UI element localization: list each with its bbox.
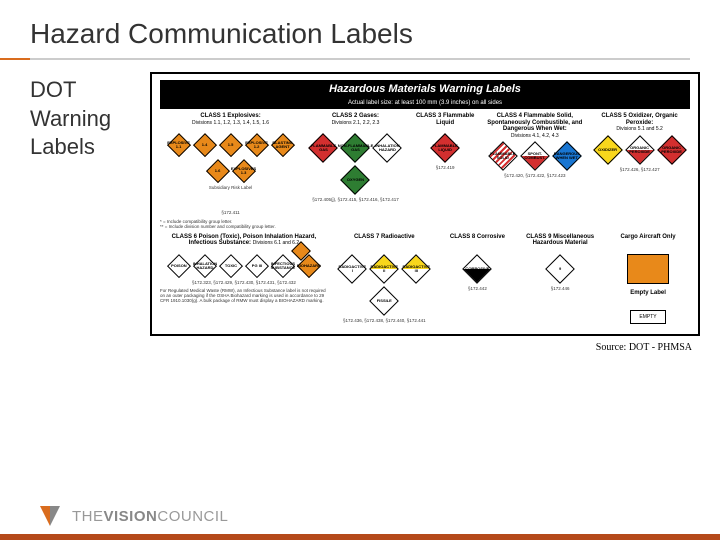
class-5-header: CLASS 5 Oxidizer, Organic Peroxide: Divi… — [589, 113, 690, 133]
class-3-header: CLASS 3 Flammable Liquid — [410, 113, 481, 131]
row1-footnotes: * = Include compatibility group letter. … — [160, 219, 690, 230]
side-label: DOT Warning Labels — [30, 72, 140, 336]
class-8-ref: §172.442 — [441, 286, 514, 291]
class-4-header: CLASS 4 Flammable Solid, Spontaneously C… — [484, 113, 585, 139]
class-4-col: CLASS 4 Flammable Solid, Spontaneously C… — [484, 113, 585, 215]
footer-logo: THEVISIONCOUNCIL — [36, 502, 228, 530]
class-3-placards: FLAMMABLE LIQUID — [410, 133, 481, 163]
chart-main-title: Hazardous Materials Warning Labels — [329, 83, 521, 95]
class-4-placards: FLAMMABLE SOLIDSPONT. COMBUST.DANGEROUS … — [484, 141, 585, 171]
hazmat-placard: 1.5 — [219, 133, 243, 157]
class-1-ref: §172.411 — [160, 210, 301, 215]
side-label-line-1: DOT — [30, 76, 140, 105]
hazmat-placard: 9 — [545, 254, 575, 284]
class-9-ref: §172.446 — [518, 286, 602, 291]
source-attribution: Source: DOT - PHMSA — [0, 336, 720, 353]
class-6-note: For Regulated Medical Waste (RMW), an In… — [160, 288, 328, 303]
class-row-1: CLASS 1 Explosives: Divisions 1.1, 1.2, … — [160, 113, 690, 215]
class-3-ref: §172.419 — [410, 165, 481, 170]
hazmat-placard: NON-FLAMMABLE GAS — [340, 133, 370, 163]
class-6-ref: §172.323, §172.429, §172.430, §172.431, … — [160, 280, 328, 285]
content-row: DOT Warning Labels Hazardous Materials W… — [0, 60, 720, 336]
class-2-col: CLASS 2 Gases: Divisions 2.1, 2.2, 2.3 F… — [305, 113, 406, 215]
logo-mark-icon — [36, 502, 64, 530]
hazmat-placard: EXPLOSIVES 1.3 — [232, 159, 256, 183]
logo-text: THEVISIONCOUNCIL — [72, 508, 228, 525]
class-5-ref: §172.426, §172.427 — [589, 167, 690, 172]
cargo-col: Cargo Aircraft Only Empty Label EMPTY — [606, 234, 690, 326]
class-2-placards: FLAMMABLE GASNON-FLAMMABLE GASINHALATION… — [305, 133, 406, 195]
side-label-line-2: Warning — [30, 105, 140, 134]
hazmat-placard: OXYGEN — [340, 165, 370, 195]
class-7-header: CLASS 7 Radioactive — [332, 234, 437, 252]
side-label-line-3: Labels — [30, 133, 140, 162]
hazmat-placard: 1.6 — [206, 159, 230, 183]
class-2-ref: §172.405(j), §172.415, §172.416, §172.41… — [305, 197, 406, 202]
chart-subtitle: Actual label size: at least 100 mm (3.9 … — [348, 100, 502, 106]
class-3-col: CLASS 3 Flammable Liquid FLAMMABLE LIQUI… — [410, 113, 481, 215]
class-8-placards: CORROSIVE — [441, 254, 514, 284]
empty-label: EMPTY — [630, 310, 666, 324]
hazmat-placard: INFECTIOUS SUBSTANCE — [271, 254, 295, 278]
hazmat-placard: RADIOACTIVE I — [337, 254, 367, 284]
class-8-header: CLASS 8 Corrosive — [441, 234, 514, 252]
hazmat-placard: FISSILE — [369, 286, 399, 316]
hazmat-placard: OXIDIZER — [593, 135, 623, 165]
class-9-header: CLASS 9 Miscellaneous Hazardous Material — [518, 234, 602, 252]
class-1-header: CLASS 1 Explosives: Divisions 1.1, 1.2, … — [160, 113, 301, 131]
class-7-placards: RADIOACTIVE IRADIOACTIVE IIRADIOACTIVE I… — [332, 254, 437, 316]
hazmat-placard: FLAMMABLE LIQUID — [430, 133, 460, 163]
class-1-placards: EXPLOSIVE 1.11.41.5EXPLOSIVE 1.2BLASTING… — [160, 133, 301, 183]
cargo-header: Cargo Aircraft Only — [606, 234, 690, 252]
cargo-aircraft-label — [627, 254, 669, 284]
brand-vision: VISION — [104, 508, 158, 525]
footer: THEVISIONCOUNCIL — [0, 496, 720, 540]
hazmat-placard: RADIOACTIVE III — [401, 254, 431, 284]
hazmat-placard: RADIOACTIVE II — [369, 254, 399, 284]
hazmat-placard: SPONT. COMBUST. — [520, 141, 550, 171]
brand-the: THE — [72, 508, 104, 525]
class-8-col: CLASS 8 Corrosive CORROSIVE §172.442 — [441, 234, 514, 326]
hazmat-placard: DANGEROUS WHEN WET — [552, 141, 582, 171]
hazmat-placard: 1.4 — [193, 133, 217, 157]
hazmat-placard: INHALATION HAZARD — [193, 254, 217, 278]
hazmat-placard: POISON — [167, 254, 191, 278]
class-7-ref: §172.436, §172.438, §172.440, §172.441 — [332, 318, 437, 323]
chart-title-bar: Hazardous Materials Warning Labels Actua… — [160, 80, 690, 109]
hazmat-placard: ORGANIC PEROXIDE — [657, 135, 687, 165]
hazmat-placard: CORROSIVE — [462, 254, 492, 284]
hazmat-placard: EXPLOSIVE 1.1 — [167, 133, 191, 157]
class-6-placards: POISONINHALATION HAZARDTOXICPG IIIINFECT… — [160, 254, 328, 278]
class-5-col: CLASS 5 Oxidizer, Organic Peroxide: Divi… — [589, 113, 690, 215]
hazmat-placard: BLASTING AGENT — [271, 133, 295, 157]
class-1-sublabel: Subsidiary Risk Label — [160, 185, 301, 190]
class-7-col: CLASS 7 Radioactive RADIOACTIVE IRADIOAC… — [332, 234, 437, 326]
hazmat-placard: EXPLOSIVE 1.2 — [245, 133, 269, 157]
brand-council: COUNCIL — [157, 508, 228, 525]
class-5-placards: OXIDIZERORGANIC PEROXIDEORGANIC PEROXIDE — [589, 135, 690, 165]
class-row-2: CLASS 6 Poison (Toxic), Poison Inhalatio… — [160, 234, 690, 326]
page-title: Hazard Communication Labels — [0, 0, 720, 58]
class-9-placards: 9 — [518, 254, 602, 284]
hazmat-placard: PG III — [245, 254, 269, 278]
hazmat-placard: ORGANIC PEROXIDE — [625, 135, 655, 165]
footer-accent-bar — [0, 534, 720, 540]
empty-header: Empty Label — [606, 290, 690, 308]
hazmat-placard: TOXIC — [219, 254, 243, 278]
class-2-header: CLASS 2 Gases: Divisions 2.1, 2.2, 2.3 — [305, 113, 406, 131]
dot-warning-labels-chart: Hazardous Materials Warning Labels Actua… — [150, 72, 700, 336]
hazmat-placard: FLAMMABLE SOLID — [488, 141, 518, 171]
class-1-col: CLASS 1 Explosives: Divisions 1.1, 1.2, … — [160, 113, 301, 215]
class-4-ref: §172.420, §172.422, §172.423 — [484, 173, 585, 178]
hazmat-placard: FLAMMABLE GAS — [308, 133, 338, 163]
class-9-col: CLASS 9 Miscellaneous Hazardous Material… — [518, 234, 602, 326]
title-underline — [30, 58, 690, 60]
hazmat-placard: BIOHAZARD — [297, 254, 321, 278]
hazmat-placard: INHALATION HAZARD — [372, 133, 402, 163]
